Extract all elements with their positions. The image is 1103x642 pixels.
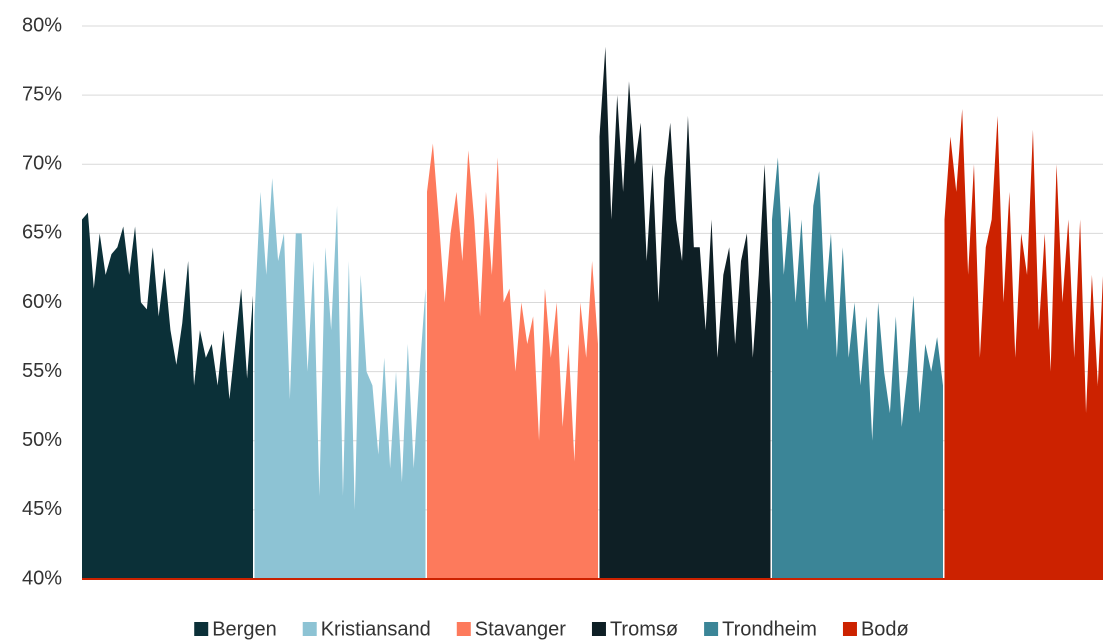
legend-swatch: [194, 622, 209, 636]
area: [427, 143, 598, 579]
legend-swatch: [842, 622, 857, 636]
y-tick-label: 75%: [22, 83, 62, 105]
legend-swatch: [704, 622, 719, 636]
y-tick-label: 55%: [22, 360, 62, 382]
y-tick-label: 45%: [22, 498, 62, 520]
y-tick-label: 40%: [22, 567, 62, 589]
area: [254, 178, 426, 579]
plot-area: [82, 46, 1103, 580]
legend-swatch: [302, 622, 317, 636]
legend: Bergen Kristiansand Stavanger Tromsø Trondhe…: [194, 618, 909, 640]
area: [82, 212, 253, 579]
legend-label: Kristiansand: [321, 618, 431, 640]
area: [599, 46, 771, 580]
legend-label: Bergen: [212, 618, 277, 640]
y-tick-label: 60%: [22, 291, 62, 313]
y-tick-label: 65%: [22, 222, 62, 244]
legend-label: Trondheim: [722, 618, 817, 640]
legend-swatch: [591, 622, 606, 636]
y-tick-label: 80%: [22, 14, 62, 36]
legend-label: Stavanger: [475, 618, 567, 640]
legend-label: Bodø: [861, 618, 909, 640]
y-tick-label: 50%: [22, 429, 62, 451]
area: [772, 157, 943, 579]
y-tick-label: 70%: [22, 153, 62, 175]
area: [944, 108, 1103, 579]
legend-label: Tromsø: [610, 618, 678, 640]
legend-swatch: [456, 622, 471, 636]
